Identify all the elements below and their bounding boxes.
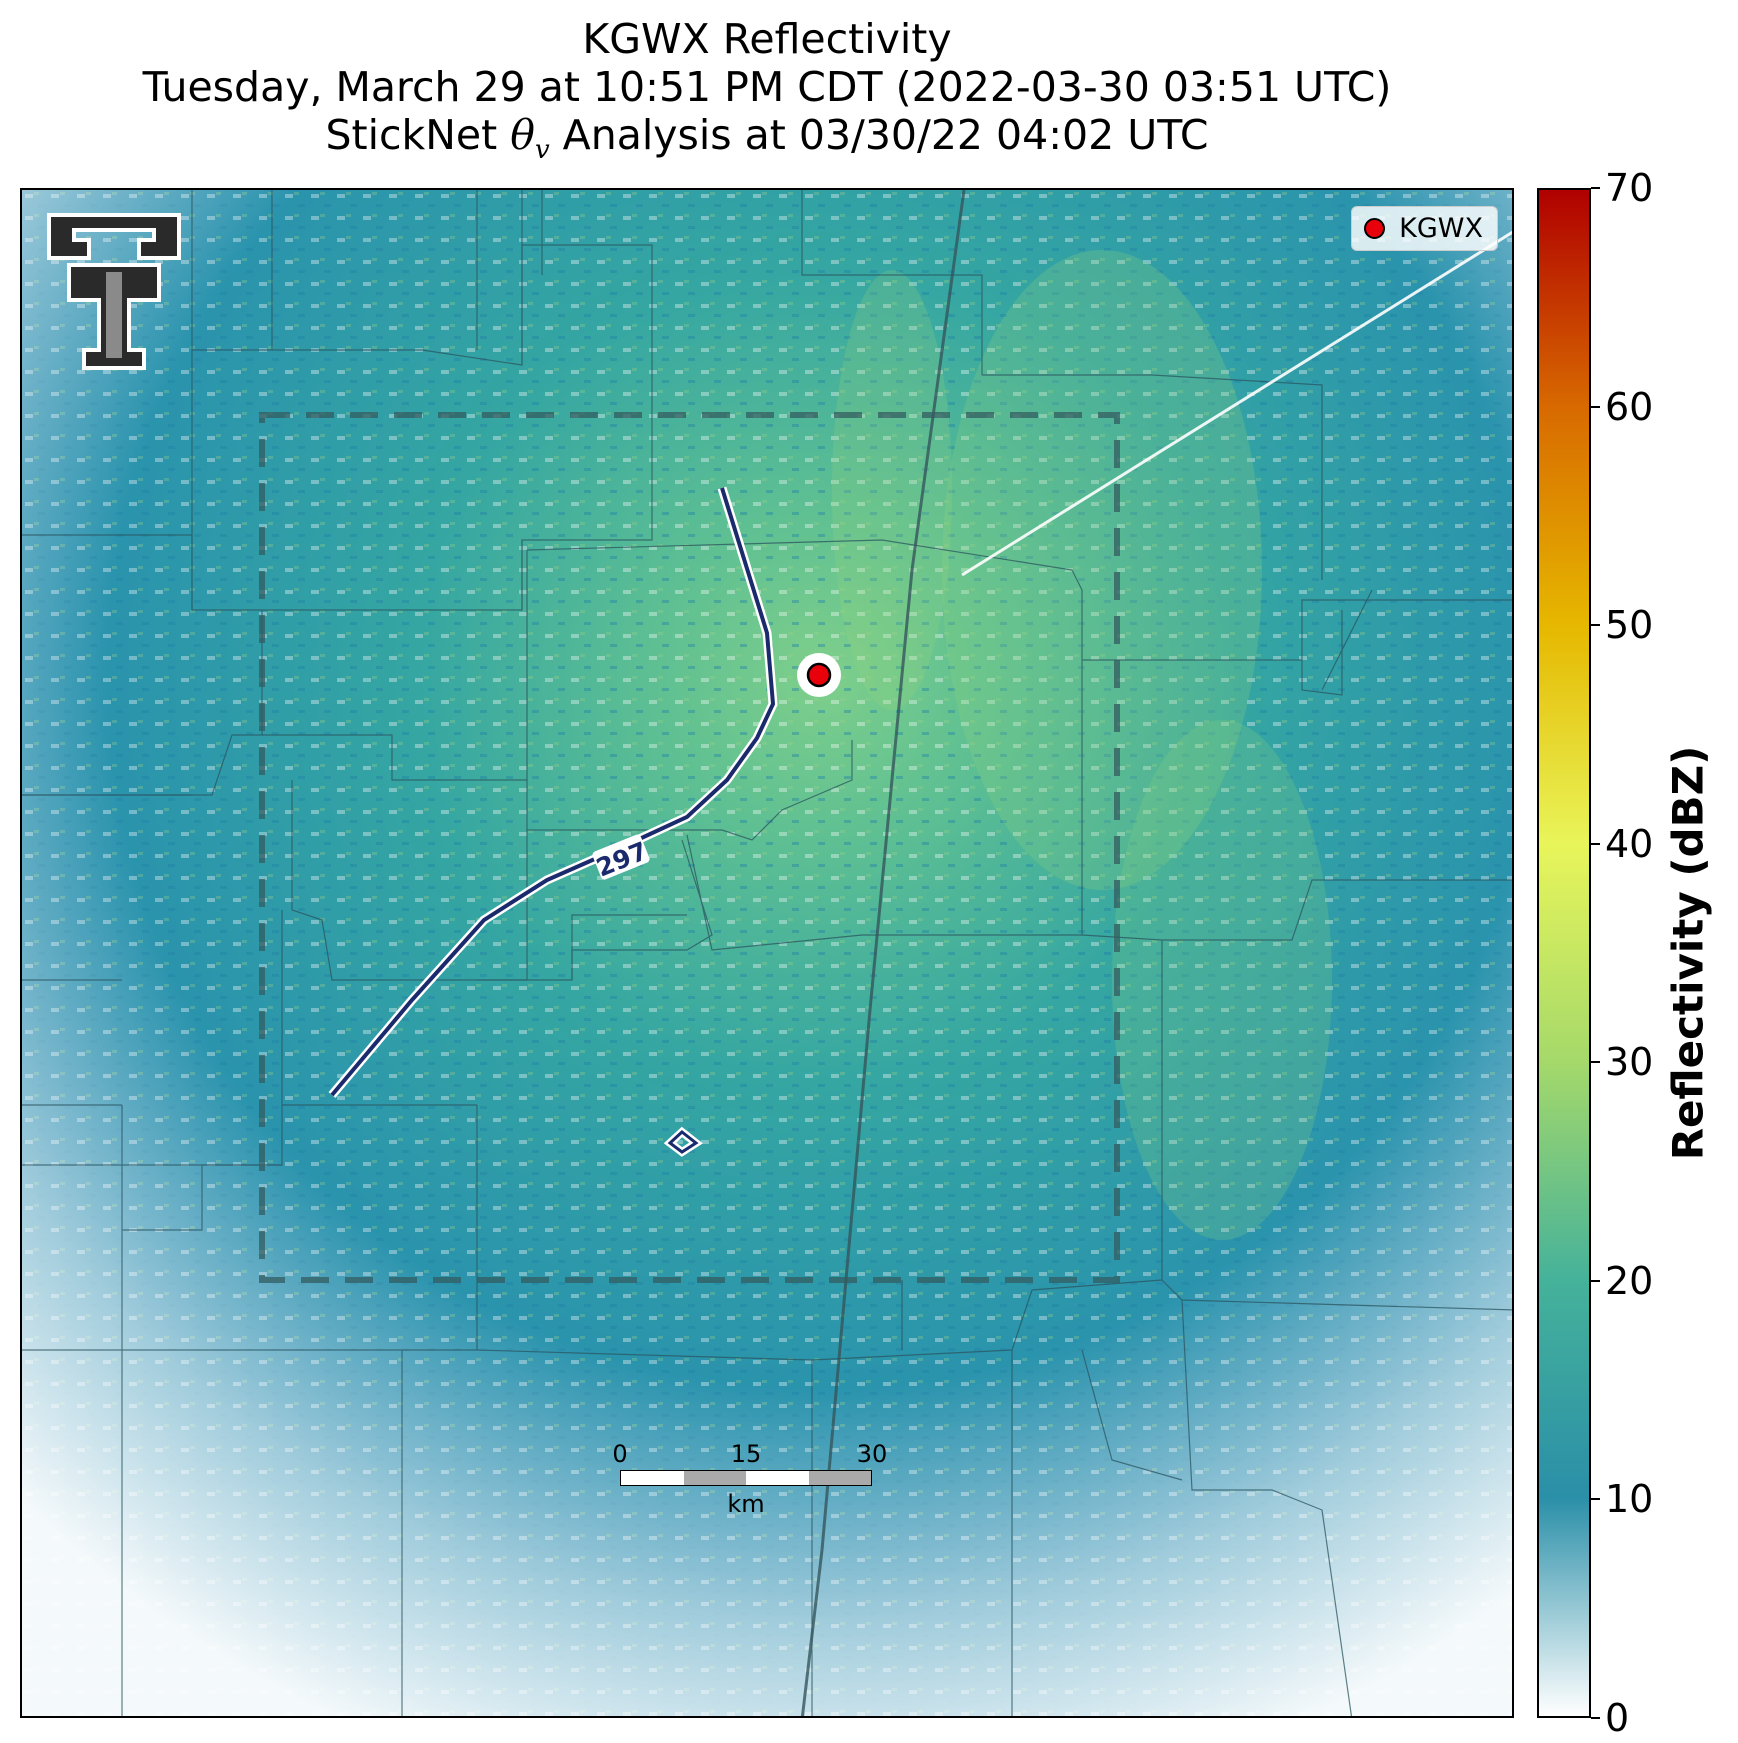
colorbar-tick-20: 20 bbox=[1591, 1262, 1653, 1300]
small-contour bbox=[667, 1130, 699, 1154]
range-fade bbox=[22, 190, 1512, 1716]
colorbar-tick-60: 60 bbox=[1591, 388, 1653, 426]
echo-band-northeast bbox=[942, 250, 1262, 890]
echo-band-east bbox=[1112, 720, 1332, 1240]
colorbar-tick-10: 10 bbox=[1591, 1480, 1653, 1518]
legend-label: KGWX bbox=[1399, 213, 1483, 244]
colorbar-tick-30: 30 bbox=[1591, 1043, 1653, 1081]
radar-site-marker[interactable] bbox=[806, 662, 832, 688]
legend-marker bbox=[1364, 218, 1386, 239]
analysis-domain-box bbox=[259, 412, 1120, 1283]
title-line-2: Tuesday, March 29 at 10:51 PM CDT (2022-… bbox=[142, 63, 1392, 111]
highway-line bbox=[800, 190, 966, 1716]
title-line-1: KGWX Reflectivity bbox=[582, 15, 952, 63]
colorbar-tick-0: 0 bbox=[1591, 1699, 1629, 1737]
echo-band-north bbox=[832, 270, 952, 710]
title-prefix: StickNet bbox=[325, 111, 511, 159]
scale-label-15: 15 bbox=[730, 1440, 762, 1468]
scale-segments bbox=[620, 1470, 872, 1486]
scale-unit: km bbox=[727, 1490, 765, 1518]
colorbar-ticks: 0 10 20 30 40 50 60 70 bbox=[1591, 169, 1671, 1737]
colorbar-label: Reflectivity (dBZ) bbox=[1663, 745, 1713, 1161]
title-line-3: StickNet θv Analysis at 03/30/22 04:02 U… bbox=[20, 111, 1514, 174]
county-borders bbox=[22, 190, 1512, 1716]
theta-symbol: θv bbox=[510, 111, 550, 166]
radar-map-canvas: 297 bbox=[22, 190, 1512, 1716]
colorbar-tick-40: 40 bbox=[1591, 825, 1653, 863]
scale-bar: 0 15 30 km bbox=[610, 1440, 910, 1520]
scale-label-30: 30 bbox=[856, 1440, 888, 1468]
radar-map[interactable]: 297 KGWX bbox=[20, 188, 1514, 1718]
beam-spike bbox=[961, 230, 1512, 577]
colorbar-tick-70: 70 bbox=[1591, 169, 1653, 207]
colorbar-tick-50: 50 bbox=[1591, 606, 1653, 644]
legend: KGWX bbox=[1351, 206, 1498, 251]
colorbar bbox=[1537, 188, 1591, 1718]
scale-label-0: 0 bbox=[612, 1440, 628, 1468]
title-suffix: Analysis at 03/30/22 04:02 UTC bbox=[549, 111, 1209, 159]
contour-label-bg bbox=[592, 834, 650, 880]
theta-v-contour bbox=[330, 487, 776, 1097]
